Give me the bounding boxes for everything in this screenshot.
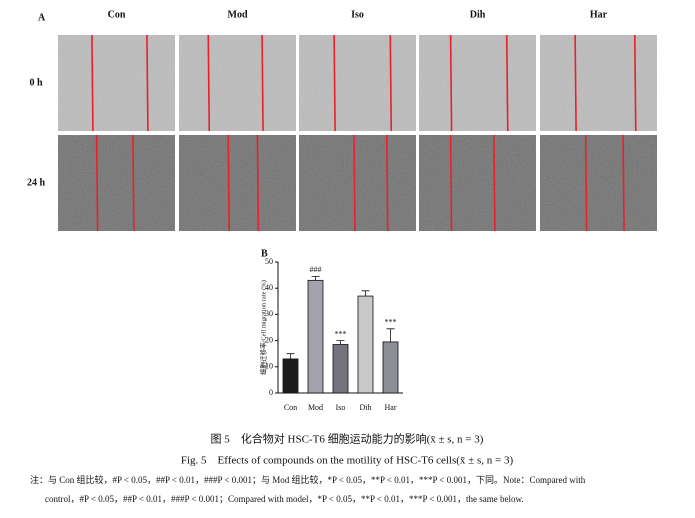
y-tick-label: 10 — [265, 362, 273, 371]
scratch-edge — [353, 134, 356, 232]
y-tick-label: 30 — [265, 309, 273, 318]
x-tick-label: Con — [284, 403, 297, 412]
error-bar — [311, 276, 320, 281]
x-tick-label: Dih — [360, 403, 372, 412]
column-header: Con — [108, 9, 126, 20]
row-label: 24 h — [27, 177, 46, 188]
significance-mark: *** — [385, 318, 397, 327]
column-header: Mod — [228, 9, 248, 20]
note-line: 注：与 Con 组比较，#P < 0.05，##P < 0.01，###P < … — [30, 474, 586, 485]
scratch-edge — [574, 34, 577, 132]
y-tick-label: 0 — [269, 388, 273, 397]
panel-b-label: B — [261, 248, 268, 259]
panel-a-label: A — [38, 12, 46, 23]
caption-en: Fig. 5 Effects of compounds on the motil… — [181, 455, 514, 467]
error-bar — [336, 340, 345, 345]
scratch-edge — [389, 34, 393, 132]
note-line: control，#P < 0.05，##P < 0.01，###P < 0.00… — [45, 494, 524, 504]
scratch-edge — [385, 134, 389, 232]
micrograph-texture — [179, 135, 296, 231]
micrograph-texture — [540, 35, 657, 131]
bar — [357, 295, 374, 394]
micrograph-texture — [419, 35, 536, 131]
y-tick-label: 20 — [265, 335, 273, 344]
micrograph-texture — [299, 135, 416, 231]
y-tick-label: 40 — [265, 283, 273, 292]
caption-cn: 图 5 化合物对 HSC-T6 细胞运动能力的影响(x̄ ± s, n = 3) — [211, 432, 484, 446]
error-bar — [386, 328, 395, 342]
scratch-edge — [333, 34, 336, 132]
error-bar — [361, 290, 370, 297]
scratch-edge — [261, 34, 264, 132]
bar — [307, 279, 324, 394]
micrograph-texture — [299, 35, 416, 131]
scratch-edge — [449, 34, 453, 132]
x-tick-label: Mod — [308, 403, 323, 412]
x-tick-label: Har — [385, 403, 397, 412]
micrograph-texture — [58, 135, 175, 231]
scratch-edge — [256, 134, 260, 232]
micrograph-texture — [540, 135, 657, 231]
y-tick-label: 50 — [265, 257, 273, 266]
significance-mark: ### — [310, 265, 322, 274]
column-header: Dih — [470, 9, 486, 20]
scratch-edge — [95, 134, 99, 232]
error-bar — [286, 353, 295, 359]
scratch-edge — [505, 34, 509, 132]
scratch-edge — [633, 34, 637, 132]
y-axis-label: 细胞迁移率/Cell migration rate (%) — [258, 280, 267, 375]
x-tick-label: Iso — [336, 403, 346, 412]
scratch-edge — [91, 34, 94, 132]
scratch-edge — [227, 134, 230, 232]
micrograph-texture — [179, 35, 296, 131]
scratch-edge — [493, 134, 496, 232]
scratch-edge — [584, 134, 588, 232]
bar — [382, 341, 399, 394]
scratch-edge — [449, 134, 453, 232]
bar — [282, 358, 299, 394]
column-header: Iso — [351, 9, 364, 20]
column-header: Har — [590, 9, 608, 20]
scratch-edge — [207, 34, 211, 132]
row-label: 0 h — [29, 77, 43, 88]
significance-mark: *** — [335, 329, 347, 338]
micrograph-texture — [419, 135, 536, 231]
scratch-edge — [132, 134, 135, 232]
scratch-edge — [146, 34, 149, 132]
bar — [332, 344, 349, 394]
micrograph-texture — [58, 35, 175, 131]
scratch-edge — [622, 134, 625, 232]
